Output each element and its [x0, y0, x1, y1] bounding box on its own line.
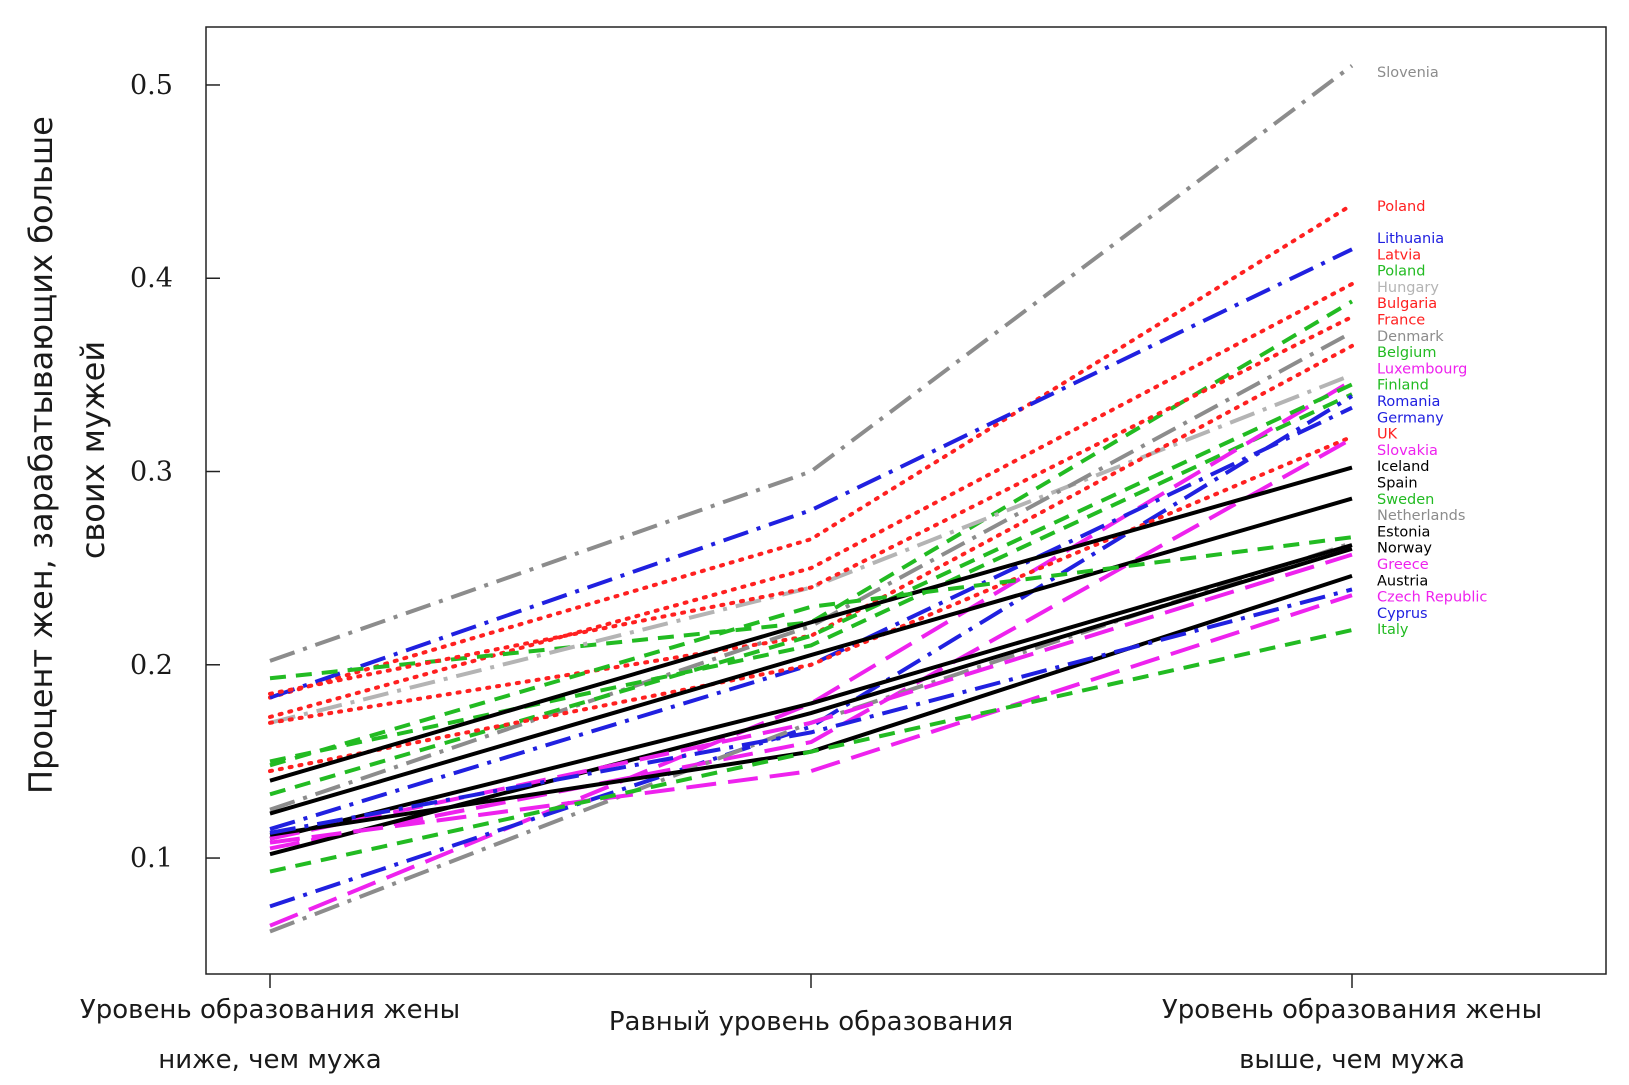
series-end-label: Luxembourg — [1377, 361, 1467, 377]
series-end-label: France — [1377, 313, 1425, 329]
x-category-label: Равный уровень образования — [609, 1007, 1013, 1037]
series-end-label: Austria — [1377, 573, 1428, 589]
series-end-label: UK — [1377, 427, 1398, 443]
series-end-label: Netherlands — [1377, 508, 1465, 524]
series-end-label: Poland — [1377, 264, 1425, 280]
x-category-label: выше, чем мужа — [1239, 1045, 1465, 1075]
series-line — [269, 628, 1353, 874]
series-line — [268, 343, 1354, 725]
series-line — [269, 436, 1353, 851]
series-line — [269, 541, 1353, 934]
series-end-labels: SloveniaPolandLithuaniaLatviaPolandHunga… — [1377, 65, 1487, 638]
series-line — [269, 64, 1354, 663]
series-line — [268, 434, 1354, 774]
series-line — [269, 247, 1353, 700]
x-category-label: Уровень образования жены — [80, 995, 460, 1025]
y-axis-label: Процент жен, зарабатывающих больше своих… — [22, 106, 112, 794]
series-line — [269, 535, 1353, 768]
series-end-label: Latvia — [1377, 247, 1421, 263]
series-line — [269, 382, 1353, 797]
series-line — [268, 202, 1354, 700]
series-end-label: Estonia — [1377, 524, 1430, 540]
series-end-label: Cyprus — [1377, 606, 1428, 622]
series-end-label: Poland — [1377, 199, 1425, 215]
series-line — [269, 496, 1353, 816]
y-tick-label: 0.5 — [130, 70, 173, 101]
y-axis-label-line-1: Процент жен, зарабатывающих больше — [22, 116, 60, 794]
series-line — [269, 392, 1353, 764]
x-axis: Уровень образования жены ниже, чем мужа Ра… — [80, 974, 1542, 1075]
series-end-label: Italy — [1377, 622, 1409, 638]
series-end-label: Norway — [1377, 541, 1432, 557]
series-end-label: Romania — [1377, 394, 1440, 410]
series-end-label: Bulgaria — [1377, 296, 1437, 312]
series-end-label: Hungary — [1377, 280, 1439, 296]
x-category-label: ниже, чем мужа — [158, 1045, 381, 1075]
series-end-label: Lithuania — [1377, 231, 1444, 247]
series-line — [269, 378, 1354, 928]
series-line — [268, 314, 1354, 696]
series-line — [269, 330, 1353, 812]
series-line — [269, 543, 1353, 841]
x-category-label: Уровень образования жены — [1162, 995, 1542, 1025]
series-line — [269, 465, 1353, 783]
series-line — [268, 282, 1354, 719]
plot-frame — [205, 26, 1607, 975]
series-end-label: Slovakia — [1377, 443, 1438, 459]
series-line — [269, 587, 1353, 835]
series-lines — [268, 64, 1354, 934]
series-line — [269, 552, 1353, 841]
series-line — [269, 593, 1353, 845]
series-end-label: Denmark — [1377, 329, 1444, 345]
y-axis-label-line-2: своих мужей — [74, 341, 112, 559]
series-end-label: Belgium — [1377, 345, 1436, 361]
series-end-label: Spain — [1377, 476, 1418, 492]
y-tick-label: 0.3 — [130, 457, 173, 488]
series-end-label: Greece — [1377, 557, 1429, 573]
y-axis: 0.1 0.2 0.3 0.4 0.5 — [130, 70, 220, 874]
series-end-label: Finland — [1377, 378, 1429, 394]
series-end-label: Slovenia — [1377, 65, 1439, 81]
series-line — [269, 299, 1354, 681]
series-end-label: Sweden — [1377, 492, 1434, 508]
series-end-label: Germany — [1377, 410, 1444, 426]
y-tick-label: 0.4 — [130, 263, 173, 294]
y-tick-label: 0.1 — [130, 843, 173, 874]
series-line — [269, 373, 1353, 725]
y-tick-label: 0.2 — [130, 650, 173, 681]
series-end-label: Iceland — [1377, 459, 1429, 475]
series-end-label: Czech Republic — [1377, 590, 1487, 606]
